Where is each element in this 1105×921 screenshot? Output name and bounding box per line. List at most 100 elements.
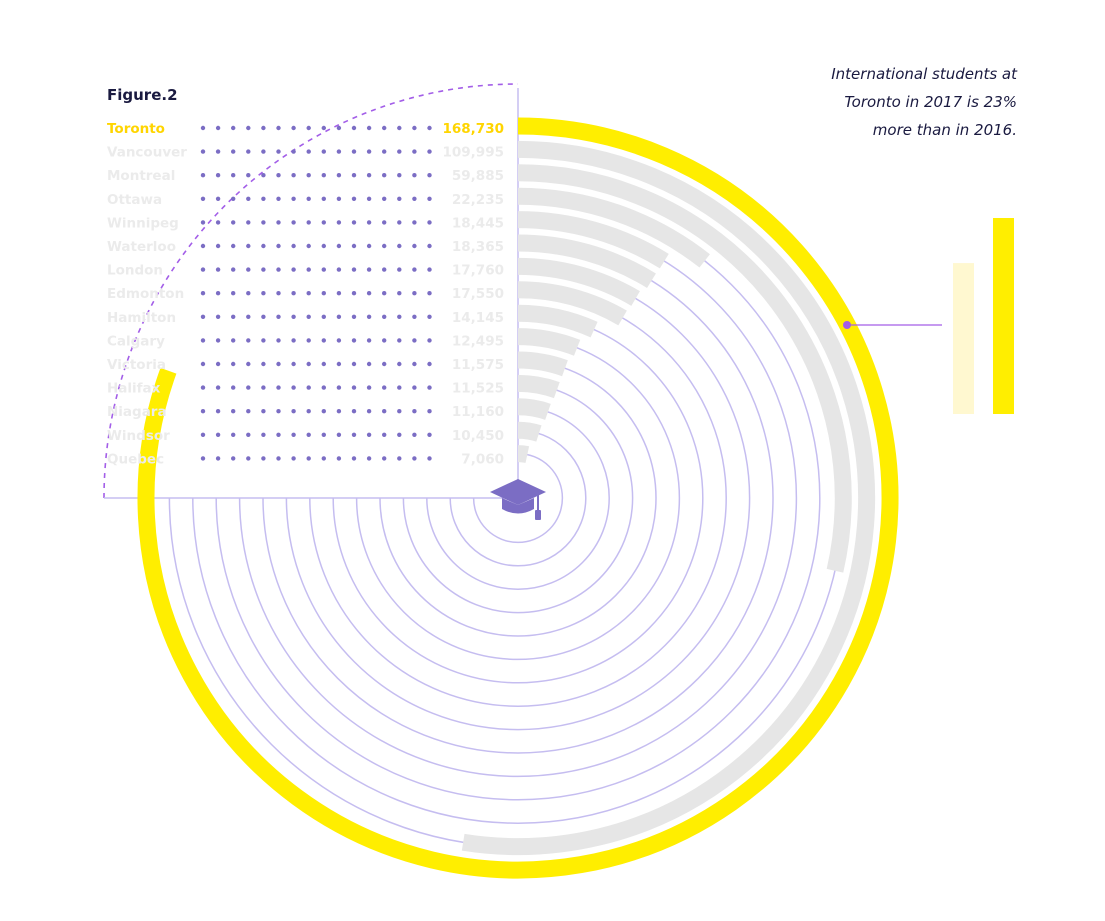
city-label: Victoria (107, 357, 166, 373)
leader-dot (321, 432, 326, 437)
leader-dot (321, 338, 326, 343)
bar-winnipeg (517, 211, 669, 269)
leader-dot (231, 125, 236, 131)
leader-dot (200, 432, 206, 437)
leader-dot (306, 385, 311, 390)
leader-dot (382, 267, 387, 272)
leader-dot (276, 361, 281, 367)
leader-dot (276, 456, 281, 461)
leader-dot (215, 314, 221, 319)
leader-dot (427, 149, 432, 154)
leader-dot (291, 125, 296, 131)
leader-dot (246, 125, 251, 131)
leader-dot (366, 456, 372, 461)
leader-dot (351, 196, 357, 201)
leader-dot (261, 338, 266, 343)
leader-dot (261, 361, 266, 367)
leader-dot (246, 149, 251, 154)
bar-montreal (517, 164, 852, 573)
leader-dot (336, 196, 342, 201)
leader-dot (412, 267, 417, 272)
leader-dot (366, 243, 372, 249)
value-label: 109,995 (443, 145, 505, 161)
leader-dot (427, 361, 432, 367)
leader-dot (321, 409, 326, 414)
leader-dot (291, 432, 296, 437)
leader-dot (306, 338, 311, 343)
leader-dot (412, 125, 417, 131)
annotation-line-2: Toronto in 2017 is 23% (844, 93, 1017, 111)
leader-dot (321, 267, 326, 272)
leader-dot (382, 361, 387, 367)
leader-dot (397, 409, 402, 414)
leader-dot (306, 361, 311, 367)
comparison-legend (843, 218, 1014, 414)
city-label: Ottawa (107, 192, 162, 208)
city-label: Edmonton (107, 286, 184, 302)
leader-dot (397, 243, 402, 249)
leader-dot (336, 385, 342, 390)
leader-dot (231, 149, 236, 154)
leader-dot (366, 149, 372, 154)
leader-dot (246, 173, 251, 178)
city-label: Montreal (107, 168, 175, 184)
leader-dot (351, 409, 357, 414)
leader-dot (427, 409, 432, 414)
guide-ring (472, 452, 564, 544)
leader-dot (366, 409, 372, 414)
leader-dot (276, 409, 281, 414)
leader-dot (397, 149, 402, 154)
leader-dot (321, 361, 326, 367)
leader-dot (306, 409, 311, 414)
leader-dot (261, 125, 266, 131)
leader-dot (261, 291, 266, 296)
leader-dot (351, 173, 357, 178)
leader-dot (427, 220, 432, 225)
comparison-bar-2016 (953, 263, 974, 414)
leader-dot (427, 432, 432, 437)
city-label: Quebec (107, 451, 164, 467)
annotation-line-3: more than in 2016. (873, 121, 1017, 139)
leader-dot (246, 385, 251, 390)
leader-dot (231, 291, 236, 296)
leader-dot (427, 196, 432, 201)
leader-dot (336, 149, 342, 154)
leader-dot (382, 409, 387, 414)
guide-ring (402, 382, 634, 614)
leader-dot (215, 220, 221, 225)
leader-dot (200, 338, 206, 343)
leader-dot (276, 220, 281, 225)
leader-dot (246, 314, 251, 319)
leader-dot (276, 291, 281, 296)
leader-dot (231, 432, 236, 437)
leader-dot (291, 291, 296, 296)
city-label: Niagara (107, 404, 167, 420)
leader-dot (291, 385, 296, 390)
guide-ring (285, 265, 751, 731)
leader-dot (321, 173, 326, 178)
value-label: 7,060 (461, 451, 504, 467)
guide-ring (379, 359, 657, 637)
leader-dot (215, 173, 221, 178)
leader-dot (276, 338, 281, 343)
graduation-cap-icon (490, 479, 546, 520)
leader-dot (351, 338, 357, 343)
leader-dot (321, 125, 326, 131)
leader-dot (397, 196, 402, 201)
callout-dot (843, 321, 851, 329)
leader-dot (412, 432, 417, 437)
leader-dot (200, 456, 206, 461)
leader-dot (382, 338, 387, 343)
bar-halifax (517, 374, 560, 399)
leader-dot (306, 243, 311, 249)
leader-dot (246, 361, 251, 367)
leader-dot (351, 243, 357, 249)
leader-dot (382, 456, 387, 461)
leader-dot (276, 314, 281, 319)
leader-dot (427, 314, 432, 319)
leader-dot (276, 432, 281, 437)
leader-dot (427, 338, 432, 343)
leader-dot (382, 173, 387, 178)
leader-dot (351, 361, 357, 367)
leader-dot (366, 220, 372, 225)
